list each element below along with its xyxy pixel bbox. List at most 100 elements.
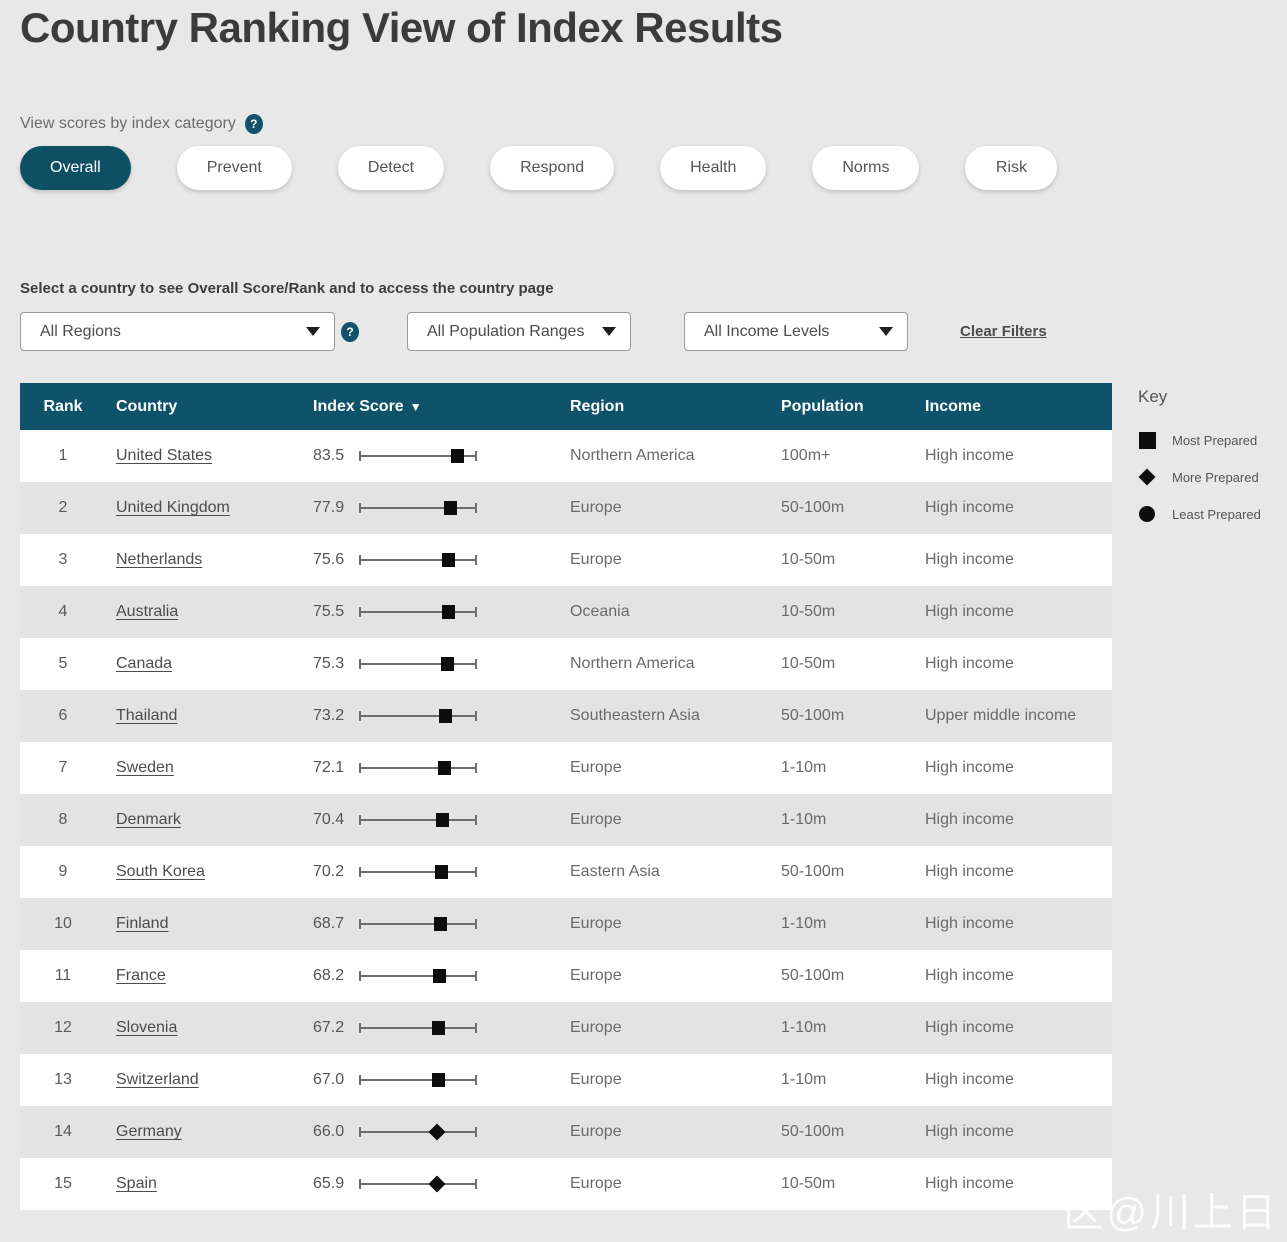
score-cell: 65.9 bbox=[313, 1175, 570, 1193]
diamond-marker-icon bbox=[428, 1175, 446, 1193]
tab-respond[interactable]: Respond bbox=[490, 146, 615, 190]
score-value: 70.2 bbox=[313, 863, 345, 880]
population-cell: 1-10m bbox=[781, 811, 827, 828]
country-link[interactable]: Germany bbox=[116, 1123, 182, 1140]
country-link[interactable]: Netherlands bbox=[116, 551, 203, 568]
population-cell: 1-10m bbox=[781, 1071, 827, 1088]
population-filter-dropdown[interactable]: All Population Ranges bbox=[407, 312, 631, 351]
square-marker-icon bbox=[435, 813, 449, 827]
key-legend: Key Most Prepared More Prepared Least Prep… bbox=[1138, 383, 1267, 542]
table-row: 4 Australia 75.5 Oceania 10-50m High income bbox=[20, 586, 1112, 638]
square-icon bbox=[1138, 431, 1156, 449]
rank-cell: 15 bbox=[54, 1175, 72, 1192]
region-cell: Europe bbox=[570, 967, 622, 984]
region-cell: Eastern Asia bbox=[570, 863, 660, 880]
score-value: 68.7 bbox=[313, 915, 345, 932]
country-link[interactable]: Denmark bbox=[116, 811, 181, 828]
country-cell: Canada bbox=[116, 655, 313, 673]
country-cell: Switzerland bbox=[116, 1071, 313, 1089]
category-help-icon[interactable]: ? bbox=[244, 114, 263, 134]
country-link[interactable]: France bbox=[116, 967, 166, 984]
diamond-marker-icon bbox=[428, 1123, 446, 1141]
tab-prevent[interactable]: Prevent bbox=[176, 146, 292, 190]
income-cell: High income bbox=[925, 499, 1014, 516]
income-cell: High income bbox=[925, 551, 1014, 568]
table-row: 9 South Korea 70.2 Eastern Asia 50-100m High … bbox=[20, 846, 1112, 898]
income-cell: High income bbox=[925, 811, 1014, 828]
country-cell: Netherlands bbox=[116, 551, 313, 569]
table-row: 11 France 68.2 Europe 50-100m High income bbox=[20, 950, 1112, 1002]
income-filter-dropdown[interactable]: All Income Levels bbox=[684, 312, 908, 351]
tab-health[interactable]: Health bbox=[660, 146, 767, 190]
score-value: 65.9 bbox=[313, 1175, 345, 1192]
column-header-index-score[interactable]: Index Score ▼ bbox=[313, 397, 422, 415]
region-help-icon[interactable]: ? bbox=[341, 321, 359, 342]
country-link[interactable]: Finland bbox=[116, 915, 169, 932]
score-cell: 75.5 bbox=[313, 603, 570, 621]
region-cell: Europe bbox=[570, 1071, 622, 1088]
square-marker-icon bbox=[433, 969, 446, 983]
column-header-rank[interactable]: Rank bbox=[43, 397, 83, 415]
table-row: 12 Slovenia 67.2 Europe 1-10m High income bbox=[20, 1002, 1112, 1054]
country-cell: Australia bbox=[116, 603, 313, 621]
category-section-label: View scores by index category bbox=[20, 115, 236, 132]
square-marker-icon bbox=[437, 761, 451, 775]
rank-cell: 3 bbox=[58, 551, 68, 568]
column-header-country[interactable]: Country bbox=[116, 397, 178, 415]
population-cell: 50-100m bbox=[781, 707, 845, 724]
country-cell: Thailand bbox=[116, 707, 313, 725]
country-cell: United Kingdom bbox=[116, 499, 313, 517]
region-cell: Europe bbox=[570, 1175, 622, 1192]
table-row: 3 Netherlands 75.6 Europe 10-50m High income bbox=[20, 534, 1112, 586]
region-cell: Europe bbox=[570, 759, 622, 776]
score-track bbox=[359, 1071, 477, 1089]
sort-descending-icon: ▼ bbox=[409, 399, 422, 414]
ranking-table: Rank Country Index Score ▼ Region Populat… bbox=[20, 383, 1112, 1210]
country-cell: Slovenia bbox=[116, 1019, 313, 1037]
population-cell: 50-100m bbox=[781, 1123, 845, 1140]
country-link[interactable]: South Korea bbox=[116, 863, 205, 880]
clear-filters-link[interactable]: Clear Filters bbox=[960, 323, 1047, 340]
tab-detect[interactable]: Detect bbox=[337, 146, 445, 190]
table-body: 1 United States 83.5 Northern America 100m+ H… bbox=[20, 430, 1112, 1210]
square-marker-icon bbox=[441, 657, 455, 671]
column-header-region[interactable]: Region bbox=[570, 397, 625, 415]
square-marker-icon bbox=[444, 501, 458, 515]
country-link[interactable]: Spain bbox=[116, 1175, 157, 1192]
tab-norms[interactable]: Norms bbox=[812, 146, 920, 190]
country-link[interactable]: United Kingdom bbox=[116, 499, 230, 516]
country-link[interactable]: Thailand bbox=[116, 707, 178, 724]
country-link[interactable]: United States bbox=[116, 447, 213, 464]
page-title: Country Ranking View of Index Results bbox=[20, 4, 783, 51]
score-track bbox=[359, 811, 477, 829]
score-cell: 68.7 bbox=[313, 915, 570, 933]
column-header-population[interactable]: Population bbox=[781, 397, 864, 415]
country-cell: Denmark bbox=[116, 811, 313, 829]
income-filter-value: All Income Levels bbox=[704, 322, 830, 340]
tab-risk[interactable]: Risk bbox=[965, 146, 1058, 190]
table-row: 5 Canada 75.3 Northern America 10-50m High in… bbox=[20, 638, 1112, 690]
score-track bbox=[359, 603, 477, 621]
country-link[interactable]: Slovenia bbox=[116, 1019, 178, 1036]
country-link[interactable]: Sweden bbox=[116, 759, 174, 776]
filter-bar: All Regions ? All Population Ranges All … bbox=[20, 312, 1267, 351]
score-cell: 70.4 bbox=[313, 811, 570, 829]
region-filter-dropdown[interactable]: All Regions bbox=[20, 312, 335, 351]
score-track bbox=[359, 759, 477, 777]
column-header-income[interactable]: Income bbox=[925, 397, 982, 415]
score-value: 75.5 bbox=[313, 603, 345, 620]
table-header-row: Rank Country Index Score ▼ Region Populat… bbox=[20, 383, 1112, 430]
table-row: 15 Spain 65.9 Europe 10-50m High income bbox=[20, 1158, 1112, 1210]
country-link[interactable]: Canada bbox=[116, 655, 173, 672]
table-row: 1 United States 83.5 Northern America 100m+ H… bbox=[20, 430, 1112, 482]
chevron-down-icon bbox=[602, 327, 616, 336]
rank-cell: 7 bbox=[58, 759, 68, 776]
income-cell: High income bbox=[925, 655, 1014, 672]
rank-cell: 11 bbox=[54, 967, 72, 984]
country-link[interactable]: Australia bbox=[116, 603, 179, 620]
region-cell: Europe bbox=[570, 551, 622, 568]
score-cell: 67.0 bbox=[313, 1071, 570, 1089]
country-link[interactable]: Switzerland bbox=[116, 1071, 199, 1088]
table-row: 10 Finland 68.7 Europe 1-10m High income bbox=[20, 898, 1112, 950]
tab-overall[interactable]: Overall bbox=[20, 146, 131, 190]
